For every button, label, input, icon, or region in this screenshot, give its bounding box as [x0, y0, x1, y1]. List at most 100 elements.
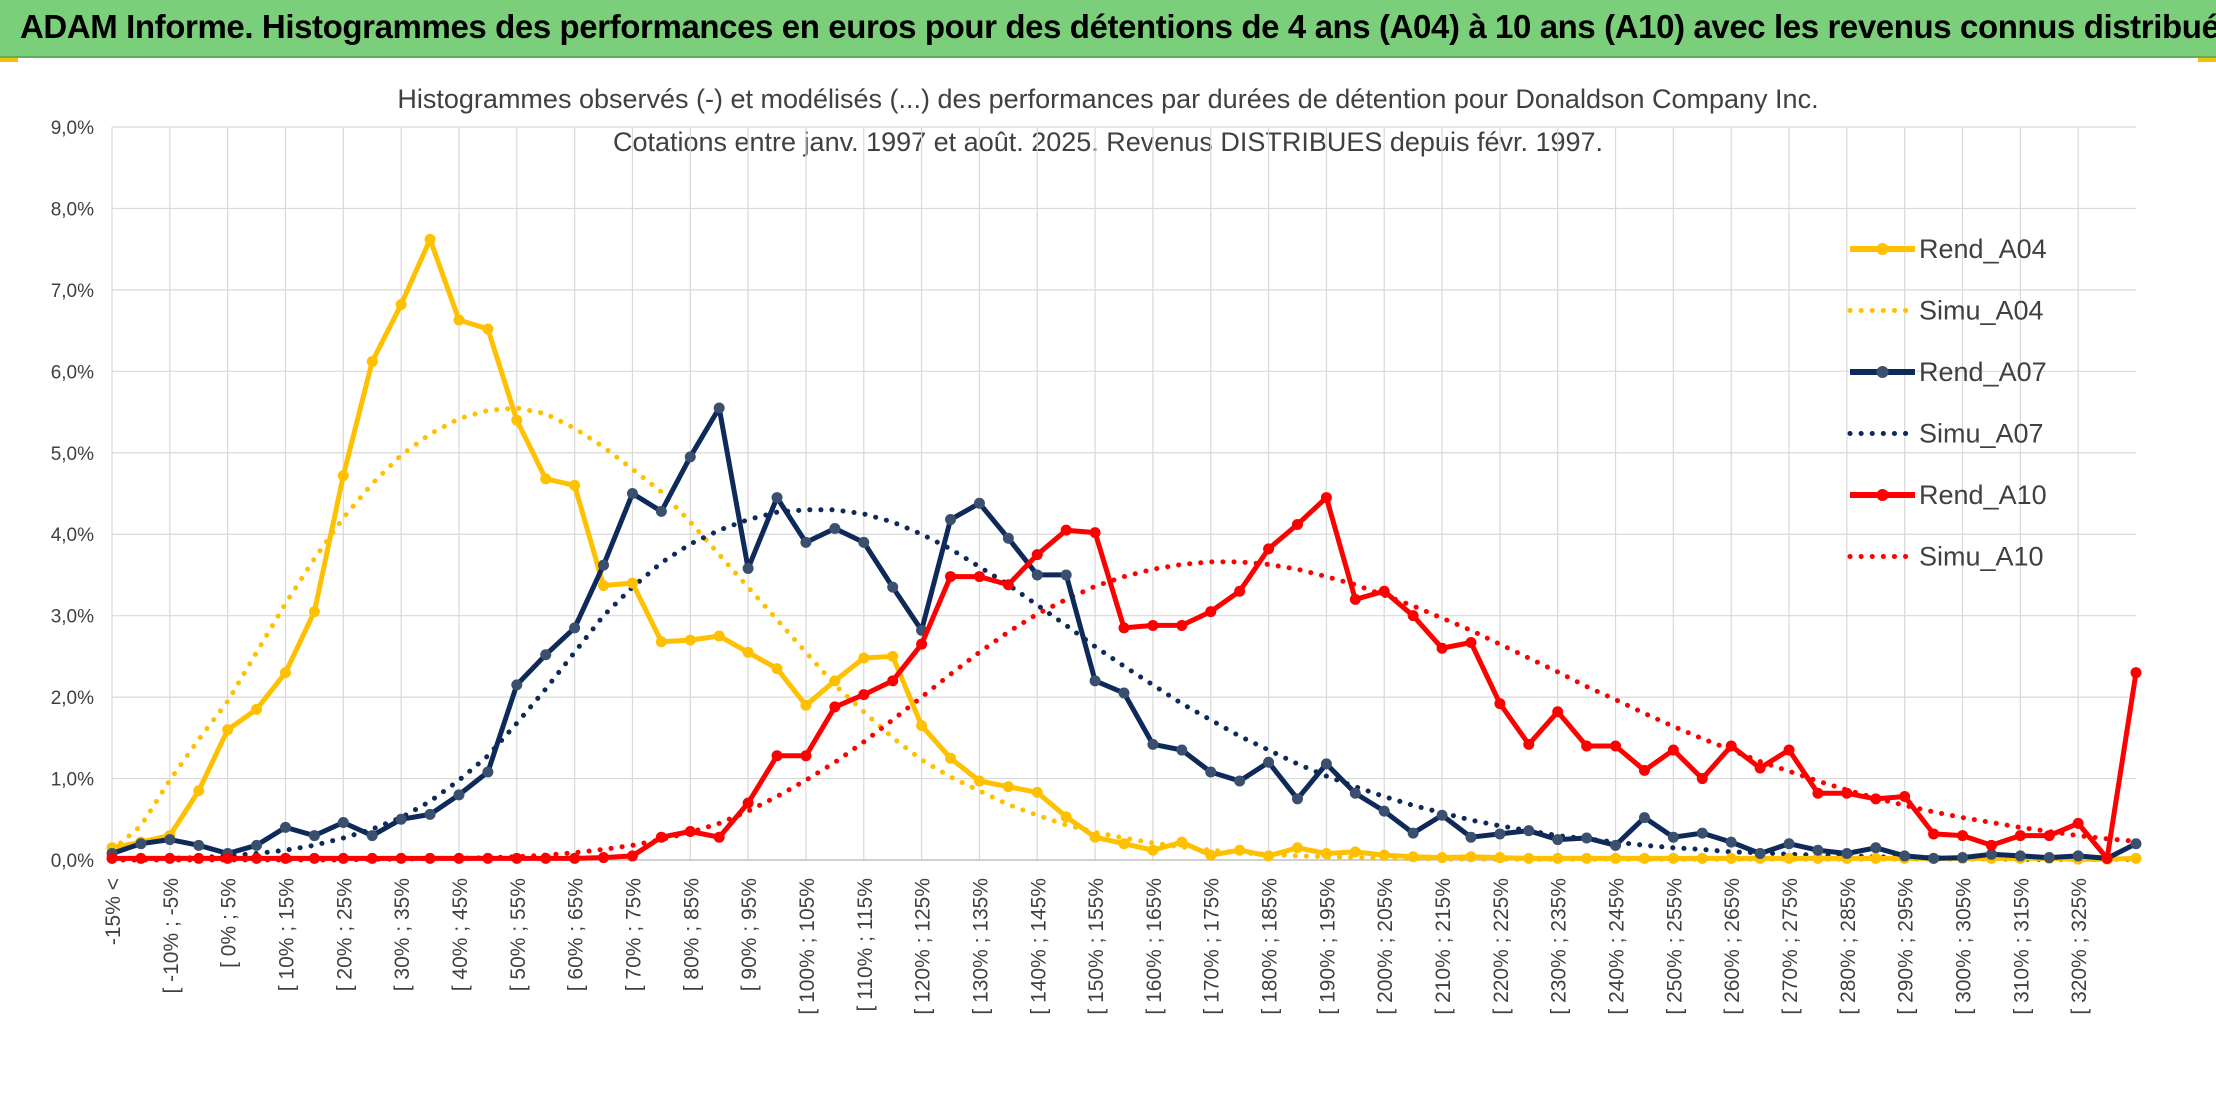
- point-rend-a07: [1638, 812, 1650, 824]
- report-title: ADAM Informe. Histogrammes des performan…: [20, 8, 2216, 45]
- point-rend-a07: [1002, 532, 1014, 544]
- point-rend-a07: [684, 451, 696, 463]
- y-tick-label: 3,0%: [51, 607, 94, 628]
- point-rend-a07: [1031, 569, 1043, 581]
- point-rend-a04: [1349, 846, 1361, 858]
- point-rend-a04: [1783, 852, 1795, 864]
- point-rend-a07: [1841, 847, 1853, 859]
- point-rend-a10: [540, 852, 552, 864]
- x-tick-label: [ 250% ; 255%: [1663, 878, 1686, 1015]
- point-rend-a10: [1725, 740, 1737, 752]
- point-rend-a07: [1696, 827, 1708, 839]
- point-rend-a10: [1465, 637, 1477, 649]
- series-line-rend-a10: [112, 495, 2139, 861]
- point-rend-a10: [684, 825, 696, 837]
- point-rend-a04: [858, 652, 870, 664]
- point-rend-a04: [279, 667, 291, 679]
- point-rend-a04: [945, 752, 957, 764]
- point-rend-a10: [1436, 642, 1448, 654]
- point-rend-a04: [1725, 852, 1737, 864]
- x-tick-label: [ 260% ; 265%: [1721, 878, 1744, 1015]
- point-rend-a04: [222, 724, 234, 736]
- point-rend-a04: [308, 606, 320, 618]
- report-banner: ADAM Informe. Histogrammes des performan…: [0, 0, 2216, 58]
- point-rend-a04: [2130, 852, 2142, 864]
- x-tick-label: [ 20% ; 25%: [333, 878, 356, 991]
- point-rend-a10: [395, 852, 407, 864]
- point-rend-a10: [251, 852, 263, 864]
- point-rend-a10: [800, 750, 812, 762]
- point-rend-a04: [1638, 852, 1650, 864]
- point-rend-a07: [1205, 766, 1217, 778]
- point-rend-a10: [222, 852, 234, 864]
- point-rend-a10: [193, 852, 205, 864]
- point-rend-a10: [1349, 593, 1361, 605]
- point-rend-a04: [684, 634, 696, 646]
- point-rend-a04: [973, 775, 985, 787]
- point-rend-a10: [2072, 817, 2084, 829]
- point-rend-a04: [540, 473, 552, 485]
- point-rend-a07: [713, 402, 725, 414]
- point-rend-a04: [453, 314, 465, 326]
- point-rend-a04: [771, 663, 783, 675]
- point-rend-a10: [1812, 787, 1824, 799]
- point-rend-a10: [598, 852, 610, 864]
- point-rend-a07: [1060, 569, 1072, 581]
- point-rend-a04: [1060, 811, 1072, 823]
- point-rend-a07: [2043, 852, 2055, 864]
- x-tick-label: [ 200% ; 205%: [1374, 878, 1397, 1015]
- point-rend-a10: [655, 831, 667, 843]
- point-rend-a10: [829, 701, 841, 713]
- point-rend-a07: [540, 649, 552, 661]
- point-rend-a04: [1147, 844, 1159, 856]
- point-rend-a07: [1378, 805, 1390, 817]
- point-rend-a07: [251, 839, 263, 851]
- point-rend-a07: [366, 830, 378, 842]
- point-rend-a07: [1523, 825, 1535, 837]
- x-tick-label: [ 40% ; 45%: [449, 878, 472, 991]
- point-rend-a07: [1754, 847, 1766, 859]
- x-tick-label: [ 160% ; 165%: [1143, 878, 1166, 1015]
- point-rend-a07: [482, 766, 494, 778]
- y-axis-ticks: 0,0% 1,0% 2,0% 3,0% 4,0% 5,0% 6,0% 7,0% 8,0% 9,0%: [51, 118, 94, 872]
- point-rend-a04: [1205, 849, 1217, 861]
- point-rend-a04: [424, 233, 436, 245]
- point-rend-a04: [887, 650, 899, 662]
- x-tick-label: [ 0% ; 5%: [218, 878, 241, 968]
- chart-title: Histogrammes observés (-) et modélisés (…: [397, 84, 1818, 114]
- point-rend-a10: [453, 852, 465, 864]
- point-rend-a10: [424, 852, 436, 864]
- x-tick-label: [ 150% ; 155%: [1085, 878, 1108, 1015]
- point-rend-a04: [1263, 850, 1275, 862]
- point-rend-a10: [569, 852, 581, 864]
- x-tick-label: [ 220% ; 225%: [1490, 878, 1513, 1015]
- point-rend-a04: [1320, 847, 1332, 859]
- legend-label-simu-a04: Simu_A04: [1919, 296, 2044, 326]
- series-layer: [106, 233, 2142, 865]
- point-rend-a04: [366, 356, 378, 368]
- x-tick-label: [ 140% ; 145%: [1027, 878, 1050, 1015]
- point-rend-a10: [1118, 622, 1130, 634]
- point-rend-a07: [598, 559, 610, 571]
- point-rend-a10: [1841, 787, 1853, 799]
- point-rend-a10: [1783, 744, 1795, 756]
- point-rend-a10: [1957, 830, 1969, 842]
- point-rend-a07: [1494, 828, 1506, 840]
- x-tick-label: [ 30% ; 35%: [391, 878, 414, 991]
- point-rend-a10: [713, 831, 725, 843]
- point-rend-a04: [598, 580, 610, 592]
- y-tick-label: 9,0%: [51, 118, 94, 139]
- point-rend-a10: [1581, 740, 1593, 752]
- point-rend-a04: [800, 699, 812, 711]
- point-rend-a10: [1523, 738, 1535, 750]
- line-chart: Histogrammes observés (-) et modélisés (…: [51, 84, 2142, 1015]
- point-rend-a07: [569, 622, 581, 634]
- point-rend-a07: [1407, 827, 1419, 839]
- point-rend-a04: [1176, 836, 1188, 848]
- legend-marker-rend-a04: [1876, 243, 1889, 255]
- grid-lines: [111, 126, 2136, 860]
- point-rend-a07: [2072, 850, 2084, 862]
- point-rend-a07: [1118, 687, 1130, 699]
- point-rend-a07: [279, 821, 291, 833]
- x-tick-label: [ 70% ; 75%: [622, 878, 645, 991]
